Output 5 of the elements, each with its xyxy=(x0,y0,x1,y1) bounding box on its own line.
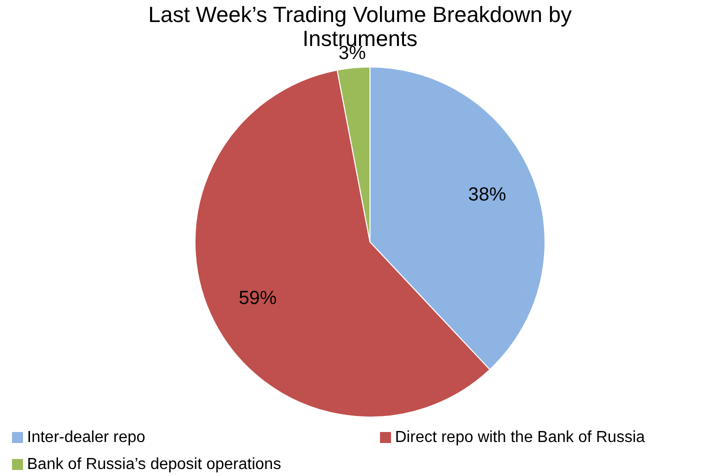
legend-label: Direct repo with the Bank of Russia xyxy=(395,429,645,446)
data-label: 38% xyxy=(468,184,506,206)
legend-label: Bank of Russia’s deposit operations xyxy=(27,456,282,474)
data-label: 59% xyxy=(238,288,277,310)
legend-label: Inter-dealer repo xyxy=(27,429,146,446)
